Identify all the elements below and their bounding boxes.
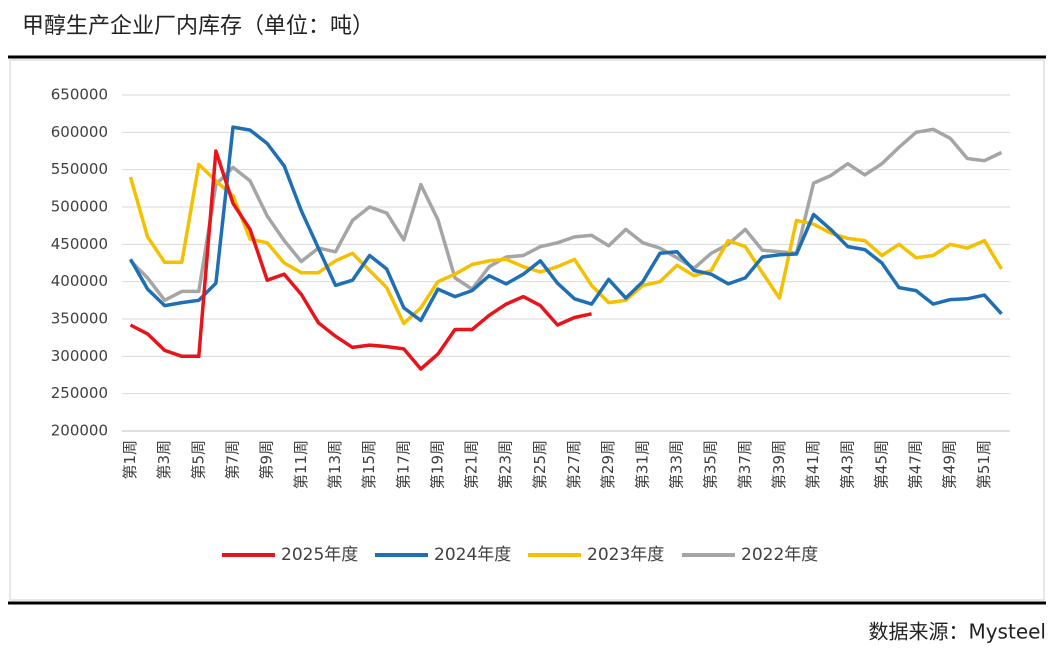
x-tick-label: 第41周	[804, 440, 822, 489]
series-line	[129, 149, 592, 371]
x-tick-label: 第19周	[428, 440, 446, 489]
series-line	[129, 127, 1003, 303]
y-tick-label: 550000	[51, 160, 108, 178]
x-tick-label: 第31周	[633, 440, 651, 489]
series-line	[128, 162, 1003, 326]
x-tick-label: 第39周	[770, 440, 788, 489]
x-tick-label: 第13周	[326, 440, 344, 489]
y-tick-label: 450000	[51, 235, 108, 253]
x-tick-label: 第51周	[975, 440, 993, 489]
y-tick-label: 350000	[51, 310, 108, 328]
x-tick-label: 第21周	[463, 440, 481, 489]
x-tick-label: 第25周	[531, 440, 549, 489]
x-tick-label: 第35周	[702, 440, 720, 489]
chart-title: 甲醇生产企业厂内库存（单位：吨）	[22, 14, 374, 39]
x-tick-label: 第7周	[224, 440, 242, 480]
chart-frame	[9, 59, 1045, 601]
source: 数据来源：Mysteel	[868, 620, 1046, 644]
x-tick-label: 第15周	[360, 440, 378, 489]
x-tick-label: 第1周	[121, 440, 139, 480]
y-tick-label: 600000	[51, 123, 108, 141]
x-tick-label: 第17周	[394, 440, 412, 489]
y-tick-label: 500000	[51, 198, 108, 216]
x-tick-label: 第33周	[668, 440, 686, 489]
x-tick-label: 第5周	[189, 440, 207, 480]
legend-label: 2025年度	[281, 545, 358, 565]
x-tick-label: 第49周	[941, 440, 959, 489]
y-tick-label: 250000	[51, 384, 108, 402]
x-tick-label: 第23周	[497, 440, 515, 489]
series-line	[128, 125, 1003, 323]
x-tick-label: 第37周	[736, 440, 754, 489]
legend-label: 2024年度	[434, 545, 511, 565]
y-tick-label: 400000	[51, 272, 108, 290]
x-tick-label: 第45周	[872, 440, 890, 489]
x-tick-label: 第11周	[292, 440, 310, 489]
y-tick-label: 200000	[51, 422, 108, 440]
x-tick-label: 第3周	[155, 440, 173, 480]
x-tick-label: 第43周	[838, 440, 856, 489]
y-tick-label: 300000	[51, 347, 108, 365]
y-tick-label: 650000	[51, 86, 108, 104]
x-tick-label: 第27周	[565, 440, 583, 489]
x-tick-label: 第29周	[599, 440, 617, 489]
legend-label: 2022年度	[741, 545, 818, 565]
x-tick-label: 第9周	[258, 440, 276, 480]
x-tick-label: 第47周	[907, 440, 925, 489]
legend-label: 2023年度	[587, 545, 664, 565]
